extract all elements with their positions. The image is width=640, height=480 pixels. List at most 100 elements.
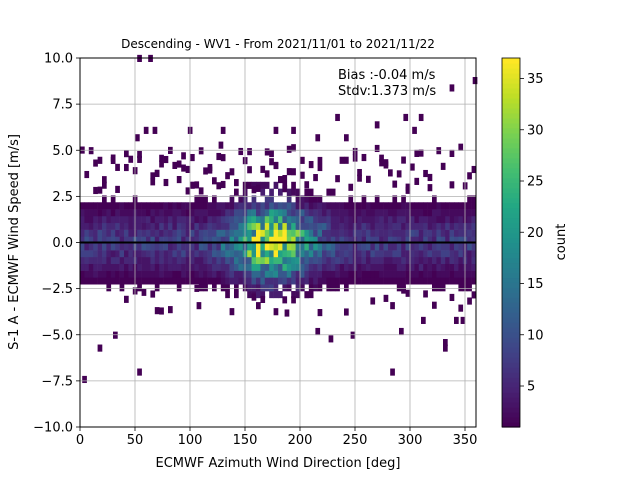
heatmap-cell [154,277,160,285]
outlier-cell [390,302,395,310]
outlier-cell [273,126,279,134]
heatmap-cell [467,250,472,258]
colorbar-label: count [554,224,569,261]
heatmap-cell [396,222,402,230]
heatmap-cell [374,236,380,244]
heatmap-cell [247,250,252,258]
heatmap-cell [80,250,85,258]
heatmap-cell [335,263,340,271]
heatmap-cell [185,222,191,230]
heatmap-cell [339,215,345,224]
heatmap-cell [418,209,424,217]
colorbar-segment [502,327,520,333]
heatmap-cell [102,215,107,224]
heatmap-cell [269,277,274,285]
heatmap-cell [286,256,292,265]
heatmap-cell [115,243,120,251]
outlier-cell [344,134,349,142]
heatmap-cell [212,215,217,224]
heatmap-cell [427,256,433,265]
heatmap-cell [260,291,266,299]
heatmap-cell [418,270,424,278]
heatmap-cell [93,243,98,251]
heatmap-cell [207,277,213,285]
heatmap-cell [322,236,327,244]
heatmap-cell [146,236,151,244]
heatmap-cell [251,181,257,189]
heatmap-cell [225,291,230,299]
heatmap-cell [423,202,428,210]
heatmap-cell [154,250,160,258]
heatmap-cell [119,284,125,292]
heatmap-cell [146,209,151,217]
heatmap-cell [229,209,235,217]
heatmap-cell [256,222,261,230]
heatmap-cell [264,256,270,265]
heatmap-cell [313,277,318,285]
heatmap-cell [260,181,266,189]
heatmap-cell [330,229,336,237]
heatmap-cell [322,243,327,251]
outlier-cell [374,121,380,129]
heatmap-cell [216,270,222,278]
heatmap-cell [449,149,455,157]
heatmap-cell [80,270,85,278]
heatmap-cell [432,195,437,203]
colorbar-frame [501,57,521,428]
heatmap-cell [440,222,446,230]
heatmap-cell [370,229,376,237]
heatmap-cell [119,243,125,251]
colorbar-segment [502,397,520,403]
heatmap-cell [308,243,314,251]
outlier-cell [291,126,296,134]
heatmap-cell [379,256,384,265]
heatmap-cell [374,229,380,237]
heatmap-cell [225,284,230,292]
heatmap-cell [124,209,129,217]
x-tick-label: 300 [398,433,423,448]
heatmap-cell [80,215,85,224]
heatmap-cell [273,243,279,251]
heatmap-cell [396,202,402,210]
heatmap-cell [264,170,270,178]
heatmap-cell [432,229,437,237]
heatmap-cell [181,222,186,230]
heatmap-cell [260,263,266,271]
heatmap-cell [339,263,345,271]
heatmap-cell [163,178,169,187]
heatmap-cell [163,155,169,164]
heatmap-cell [392,236,398,244]
heatmap-cell [273,270,279,278]
heatmap-cell [163,270,169,278]
heatmap-cell [291,243,296,251]
heatmap-cell [282,296,288,304]
heatmap-cell [432,222,437,230]
heatmap-cell [84,236,90,244]
heatmap-cell [80,209,85,217]
heatmap-cell [379,263,384,271]
heatmap-cell [88,256,94,265]
heatmap-cell [264,195,270,203]
heatmap-cell [84,263,90,271]
heatmap-cell [344,256,349,265]
heatmap-cell [102,209,107,217]
outlier-cell [113,331,118,339]
colorbar-segment [502,142,520,149]
heatmap-cell [168,222,173,230]
heatmap-cell [154,229,160,237]
heatmap-cell [313,284,318,292]
colorbar-segment [502,87,520,94]
heatmap-cell [396,243,402,251]
heatmap-cell [278,277,283,285]
heatmap-cell [203,250,208,258]
heatmap-cell [291,229,296,237]
heatmap-cell [348,277,354,285]
heatmap-cell [348,215,354,224]
heatmap-cell [467,236,472,244]
heatmap-cell [102,236,107,244]
heatmap-cell [137,270,142,278]
heatmap-cell [234,229,239,237]
heatmap-cell [401,156,406,164]
heatmap-cell [322,215,327,224]
heatmap-cell [313,215,318,224]
